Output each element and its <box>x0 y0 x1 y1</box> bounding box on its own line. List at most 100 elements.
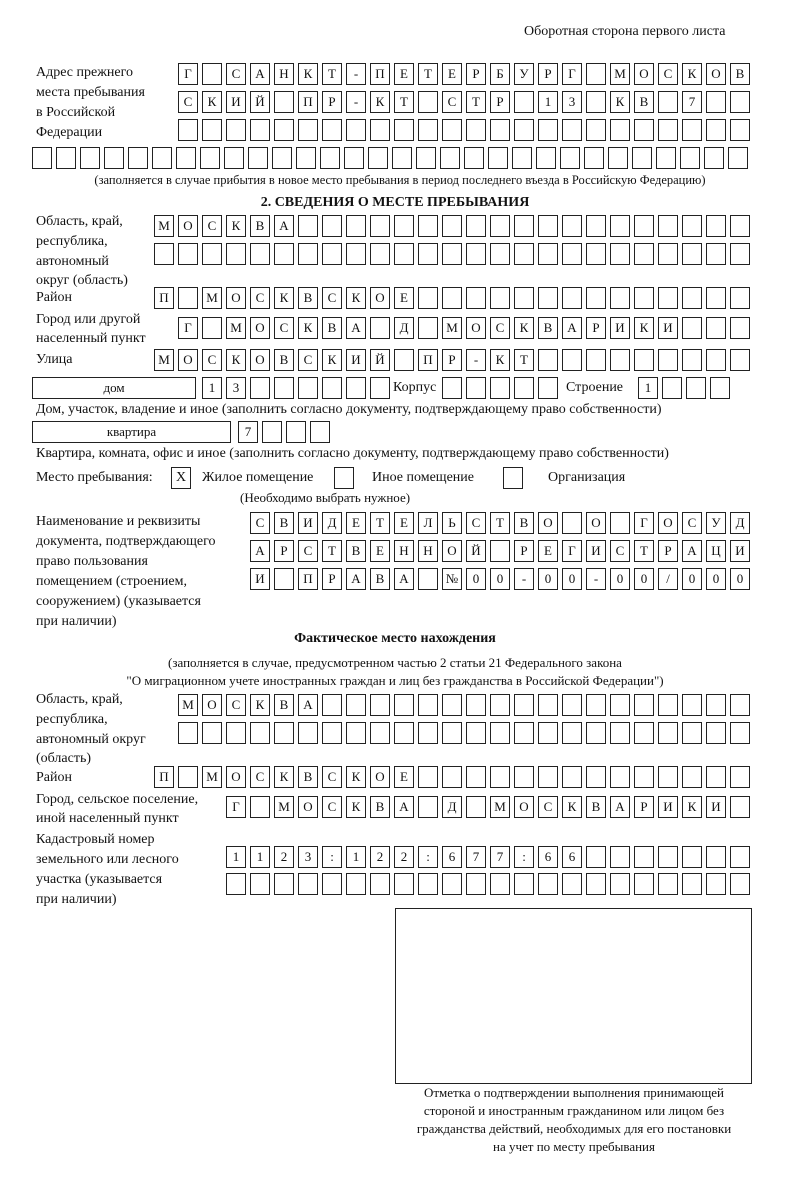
char-cell[interactable]: Д <box>442 796 462 818</box>
char-cell[interactable]: Е <box>394 512 414 534</box>
char-cell[interactable]: Е <box>346 512 366 534</box>
char-cell[interactable]: В <box>250 215 270 237</box>
char-cell[interactable]: 1 <box>202 377 222 399</box>
char-cell[interactable] <box>346 694 366 716</box>
char-cell[interactable] <box>538 377 558 399</box>
char-cell[interactable] <box>656 147 676 169</box>
char-cell[interactable]: В <box>298 766 318 788</box>
char-cell[interactable] <box>730 287 750 309</box>
char-cell[interactable]: Г <box>178 63 198 85</box>
char-cell[interactable] <box>394 243 414 265</box>
char-cell[interactable]: О <box>370 766 390 788</box>
char-cell[interactable] <box>706 215 726 237</box>
char-cell[interactable] <box>706 317 726 339</box>
char-cell[interactable]: У <box>706 512 726 534</box>
char-cell[interactable] <box>514 243 534 265</box>
char-cell[interactable]: : <box>418 846 438 868</box>
char-cell[interactable]: В <box>514 512 534 534</box>
char-cell[interactable] <box>536 147 556 169</box>
char-cell[interactable] <box>586 349 606 371</box>
char-cell[interactable]: Н <box>394 540 414 562</box>
char-cell[interactable]: И <box>658 317 678 339</box>
char-cell[interactable]: А <box>394 796 414 818</box>
char-cell[interactable] <box>730 766 750 788</box>
char-cell[interactable]: - <box>346 91 366 113</box>
char-cell[interactable] <box>466 722 486 744</box>
char-cell[interactable] <box>370 317 390 339</box>
char-cell[interactable]: А <box>250 63 270 85</box>
char-cell[interactable] <box>178 722 198 744</box>
char-cell[interactable] <box>224 147 244 169</box>
char-cell[interactable]: А <box>346 568 366 590</box>
char-cell[interactable]: К <box>346 287 366 309</box>
char-cell[interactable] <box>370 377 390 399</box>
char-cell[interactable] <box>370 119 390 141</box>
char-cell[interactable]: Т <box>322 63 342 85</box>
char-cell[interactable] <box>682 119 702 141</box>
char-cell[interactable] <box>634 215 654 237</box>
char-cell[interactable] <box>466 243 486 265</box>
char-cell[interactable] <box>514 377 534 399</box>
char-cell[interactable]: С <box>298 349 318 371</box>
char-cell[interactable] <box>562 722 582 744</box>
char-cell[interactable]: М <box>178 694 198 716</box>
char-cell[interactable]: О <box>658 512 678 534</box>
char-cell[interactable]: С <box>202 349 222 371</box>
char-cell[interactable] <box>634 766 654 788</box>
char-cell[interactable]: А <box>298 694 318 716</box>
char-cell[interactable] <box>298 377 318 399</box>
char-cell[interactable]: С <box>322 766 342 788</box>
char-cell[interactable] <box>562 243 582 265</box>
char-cell[interactable]: Й <box>370 349 390 371</box>
char-cell[interactable]: С <box>250 512 270 534</box>
char-cell[interactable]: В <box>586 796 606 818</box>
region-row-2[interactable] <box>154 243 750 265</box>
char-cell[interactable] <box>370 215 390 237</box>
char-cell[interactable] <box>178 766 198 788</box>
char-cell[interactable]: Г <box>562 540 582 562</box>
char-cell[interactable] <box>562 873 582 895</box>
char-cell[interactable]: О <box>514 796 534 818</box>
char-cell[interactable]: 3 <box>298 846 318 868</box>
char-cell[interactable] <box>490 377 510 399</box>
char-cell[interactable]: С <box>322 796 342 818</box>
char-cell[interactable]: Е <box>442 63 462 85</box>
char-cell[interactable]: 1 <box>638 377 658 399</box>
char-cell[interactable] <box>562 766 582 788</box>
char-cell[interactable]: М <box>226 317 246 339</box>
char-cell[interactable]: К <box>274 287 294 309</box>
char-cell[interactable] <box>490 215 510 237</box>
char-cell[interactable] <box>152 147 172 169</box>
char-cell[interactable] <box>730 796 750 818</box>
other-premises-checkbox[interactable] <box>334 467 354 489</box>
char-cell[interactable]: С <box>226 694 246 716</box>
char-cell[interactable] <box>250 796 270 818</box>
char-cell[interactable] <box>586 694 606 716</box>
char-cell[interactable] <box>274 119 294 141</box>
char-cell[interactable]: - <box>514 568 534 590</box>
char-cell[interactable] <box>634 287 654 309</box>
building-row[interactable]: 1 <box>638 377 730 399</box>
char-cell[interactable] <box>514 722 534 744</box>
char-cell[interactable]: Р <box>322 91 342 113</box>
char-cell[interactable] <box>418 766 438 788</box>
char-cell[interactable] <box>322 119 342 141</box>
char-cell[interactable] <box>610 694 630 716</box>
char-cell[interactable] <box>706 287 726 309</box>
char-cell[interactable]: 0 <box>538 568 558 590</box>
char-cell[interactable] <box>226 243 246 265</box>
char-cell[interactable] <box>226 722 246 744</box>
char-cell[interactable] <box>658 873 678 895</box>
char-cell[interactable]: В <box>538 317 558 339</box>
char-cell[interactable]: Л <box>418 512 438 534</box>
char-cell[interactable] <box>248 147 268 169</box>
char-cell[interactable] <box>682 287 702 309</box>
char-cell[interactable] <box>634 873 654 895</box>
char-cell[interactable]: 0 <box>466 568 486 590</box>
char-cell[interactable]: К <box>490 349 510 371</box>
char-cell[interactable] <box>394 119 414 141</box>
char-cell[interactable]: К <box>514 317 534 339</box>
char-cell[interactable]: С <box>250 766 270 788</box>
char-cell[interactable] <box>706 873 726 895</box>
char-cell[interactable] <box>682 349 702 371</box>
